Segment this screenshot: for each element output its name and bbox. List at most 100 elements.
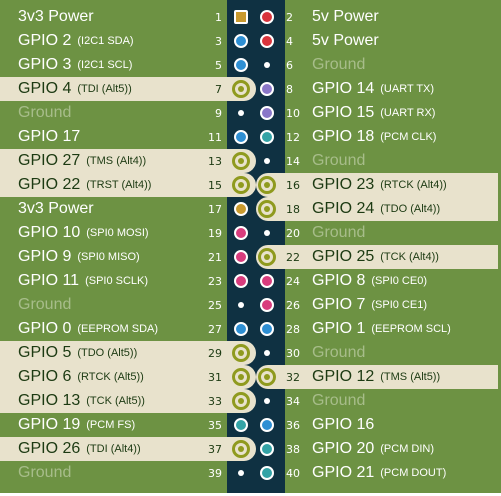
pin-row-25[interactable]: Ground 25 [0,293,256,317]
pin-4-icon[interactable] [260,34,274,48]
pin-number: 9 [215,106,222,120]
pin-name: GPIO 14 [312,80,375,97]
pin-row-30[interactable]: Ground 30 [256,341,498,365]
pin-2-icon[interactable] [260,10,274,24]
pin-18-icon[interactable] [258,200,276,218]
pin-row-24[interactable]: GPIO 8 (SPI0 CE0) 24 [256,269,498,293]
pin-name: GPIO 17 [18,128,81,145]
pin-row-12[interactable]: GPIO 18 (PCM CLK) 12 [256,125,498,149]
pin-row-20[interactable]: Ground 20 [256,221,498,245]
pin-row-40[interactable]: GPIO 21 (PCM DOUT) 40 [256,461,498,485]
pin-row-34[interactable]: Ground 34 [256,389,498,413]
pin-row-36[interactable]: GPIO 16 36 [256,413,498,437]
pin-11-icon[interactable] [234,130,248,144]
pin-20-icon[interactable] [264,230,270,236]
pin-row-39[interactable]: Ground 39 [0,461,256,485]
pin-row-11[interactable]: GPIO 17 11 [0,125,256,149]
pin-row-4[interactable]: 5v Power 4 [256,29,498,53]
pin-row-26[interactable]: GPIO 7 (SPI0 CE1) 26 [256,293,498,317]
pin-16-icon[interactable] [258,176,276,194]
pin-38-icon[interactable] [260,442,274,456]
pin-row-27[interactable]: GPIO 0 (EEPROM SDA) 27 [0,317,256,341]
pin-7-icon[interactable] [232,80,250,98]
pin-26-icon[interactable] [260,298,274,312]
pin-1-icon[interactable] [234,10,248,24]
pin-28-icon[interactable] [260,322,274,336]
pin-29-icon[interactable] [232,344,250,362]
pin-row-13[interactable]: GPIO 27 (TMS (Alt4)) 13 [0,149,256,173]
pin-row-38[interactable]: GPIO 20 (PCM DIN) 38 [256,437,498,461]
pin-row-9[interactable]: Ground 9 [0,101,256,125]
pin-row-1[interactable]: 3v3 Power 1 [0,5,256,29]
pin-36-icon[interactable] [260,418,274,432]
pin-row-32[interactable]: GPIO 12 (TMS (Alt5)) 32 [256,365,498,389]
pin-name: Ground [312,344,366,361]
pin-function: (PCM FS) [86,419,136,431]
pin-row-3[interactable]: GPIO 2 (I2C1 SDA) 3 [0,29,256,53]
pin-24-icon[interactable] [260,274,274,288]
pin-30-icon[interactable] [264,350,270,356]
pin-17-icon[interactable] [234,202,248,216]
pin-row-17[interactable]: 3v3 Power 17 [0,197,256,221]
pin-33-icon[interactable] [232,392,250,410]
pin-31-icon[interactable] [232,368,250,386]
pin-13-icon[interactable] [232,152,250,170]
pin-row-16[interactable]: GPIO 23 (RTCK (Alt4)) 16 [256,173,498,197]
pin-row-15[interactable]: GPIO 22 (TRST (Alt4)) 15 [0,173,256,197]
pin-21-icon[interactable] [234,250,248,264]
pin-5-icon[interactable] [234,58,248,72]
pin-8-icon[interactable] [260,82,274,96]
pin-number: 20 [286,226,300,240]
pin-row-22[interactable]: GPIO 25 (TCK (Alt4)) 22 [256,245,498,269]
pin-row-10[interactable]: GPIO 15 (UART RX) 10 [256,101,498,125]
pin-row-28[interactable]: GPIO 1 (EEPROM SCL) 28 [256,317,498,341]
pin-name: GPIO 15 [312,104,375,121]
pin-number: 34 [286,394,300,408]
pin-row-35[interactable]: GPIO 19 (PCM FS) 35 [0,413,256,437]
pin-name: Ground [312,224,366,241]
pin-row-2[interactable]: 5v Power 2 [256,5,498,29]
pin-number: 18 [286,202,300,216]
pin-14-icon[interactable] [264,158,270,164]
pin-9-icon[interactable] [238,110,244,116]
pin-row-19[interactable]: GPIO 10 (SPI0 MOSI) 19 [0,221,256,245]
pin-row-6[interactable]: Ground 6 [256,53,498,77]
pin-row-29[interactable]: GPIO 5 (TDO (Alt5)) 29 [0,341,256,365]
pin-10-icon[interactable] [260,106,274,120]
pin-number: 5 [215,58,222,72]
pin-function: (TDO (Alt5)) [77,347,138,359]
pin-row-5[interactable]: GPIO 3 (I2C1 SCL) 5 [0,53,256,77]
pin-number: 7 [215,82,222,96]
pin-row-7[interactable]: GPIO 4 (TDI (Alt5)) 7 [0,77,256,101]
pin-row-37[interactable]: GPIO 26 (TDI (Alt4)) 37 [0,437,256,461]
pin-35-icon[interactable] [234,418,248,432]
pin-22-icon[interactable] [258,248,276,266]
pin-37-icon[interactable] [232,440,250,458]
pin-23-icon[interactable] [234,274,248,288]
pin-15-icon[interactable] [232,176,250,194]
pin-function: (SPI0 MISO) [77,251,140,263]
pin-number: 40 [286,466,300,480]
pin-row-8[interactable]: GPIO 14 (UART TX) 8 [256,77,498,101]
pin-25-icon[interactable] [238,302,244,308]
pin-row-18[interactable]: GPIO 24 (TDO (Alt4)) 18 [256,197,498,221]
pin-name: 5v Power [312,32,379,49]
pin-39-icon[interactable] [238,470,244,476]
pin-40-icon[interactable] [260,466,274,480]
pin-27-icon[interactable] [234,322,248,336]
pin-row-31[interactable]: GPIO 6 (RTCK (Alt5)) 31 [0,365,256,389]
pin-row-14[interactable]: Ground 14 [256,149,498,173]
pin-32-icon[interactable] [258,368,276,386]
pin-name: GPIO 13 [18,392,81,409]
pin-function: (I2C1 SCL) [77,59,133,71]
pin-number: 33 [208,394,222,408]
pin-name: GPIO 21 [312,464,375,481]
pin-6-icon[interactable] [264,62,270,68]
pin-row-21[interactable]: GPIO 9 (SPI0 MISO) 21 [0,245,256,269]
pin-row-33[interactable]: GPIO 13 (TCK (Alt5)) 33 [0,389,256,413]
pin-34-icon[interactable] [264,398,270,404]
pin-row-23[interactable]: GPIO 11 (SPI0 SCLK) 23 [0,269,256,293]
pin-19-icon[interactable] [234,226,248,240]
pin-3-icon[interactable] [234,34,248,48]
pin-12-icon[interactable] [260,130,274,144]
